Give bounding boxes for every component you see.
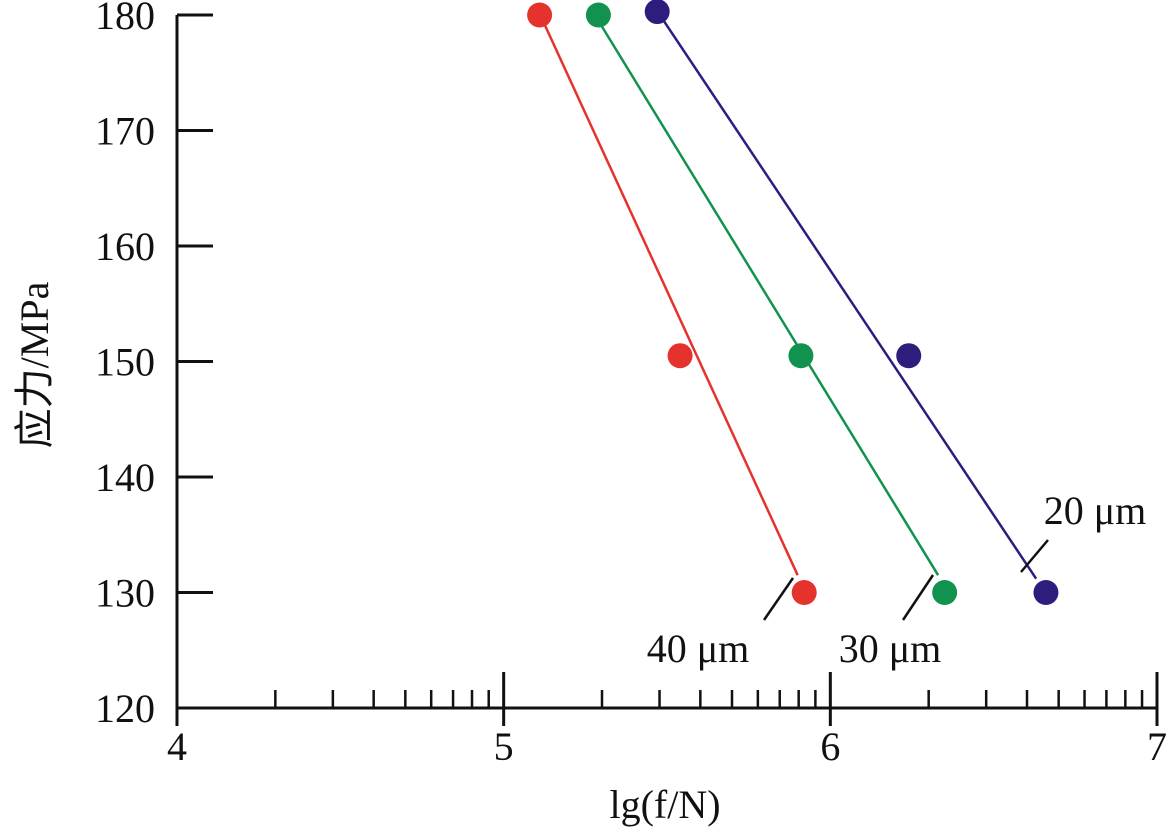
fit-line-0 bbox=[541, 20, 799, 576]
axes bbox=[175, 15, 1157, 710]
y-tick-label: 130 bbox=[95, 571, 155, 616]
series-label: 30 μm bbox=[839, 626, 942, 671]
data-point bbox=[932, 580, 958, 605]
fit-lines bbox=[541, 20, 1038, 580]
x-tick-label: 6 bbox=[820, 724, 840, 769]
data-point bbox=[644, 0, 670, 25]
data-point bbox=[527, 2, 553, 28]
ticks: 120 130 140 150 160 170 180 4 5 6 7 bbox=[95, 0, 1167, 769]
x-tick-label: 7 bbox=[1147, 724, 1167, 769]
fit-line-2 bbox=[662, 20, 1038, 580]
data-point bbox=[896, 343, 922, 369]
y-tick-label: 140 bbox=[95, 455, 155, 500]
data-point bbox=[791, 580, 817, 605]
y-tick-label: 160 bbox=[95, 224, 155, 269]
y-tick-label: 120 bbox=[95, 686, 155, 731]
fit-line-1 bbox=[597, 20, 940, 576]
y-axis-title: 应力/MPa bbox=[12, 281, 57, 448]
leader-line bbox=[1020, 539, 1049, 573]
leader-line bbox=[901, 574, 935, 621]
data-point bbox=[1033, 580, 1059, 605]
y-tick-label: 150 bbox=[95, 340, 155, 385]
leader-line bbox=[762, 577, 795, 621]
data-point bbox=[585, 2, 611, 28]
x-tick-label: 4 bbox=[167, 724, 187, 769]
data-points bbox=[527, 0, 1059, 605]
y-tick-label: 170 bbox=[95, 109, 155, 154]
series-label: 20 μm bbox=[1044, 488, 1147, 533]
data-point bbox=[788, 343, 814, 369]
labels: 40 μm 30 μm 20 μm bbox=[647, 488, 1147, 671]
series-label: 40 μm bbox=[647, 626, 750, 671]
data-point bbox=[667, 343, 693, 369]
x-axis-title: lg(f/N) bbox=[609, 782, 720, 827]
x-tick-label: 5 bbox=[494, 724, 514, 769]
y-tick-label: 180 bbox=[95, 0, 155, 38]
